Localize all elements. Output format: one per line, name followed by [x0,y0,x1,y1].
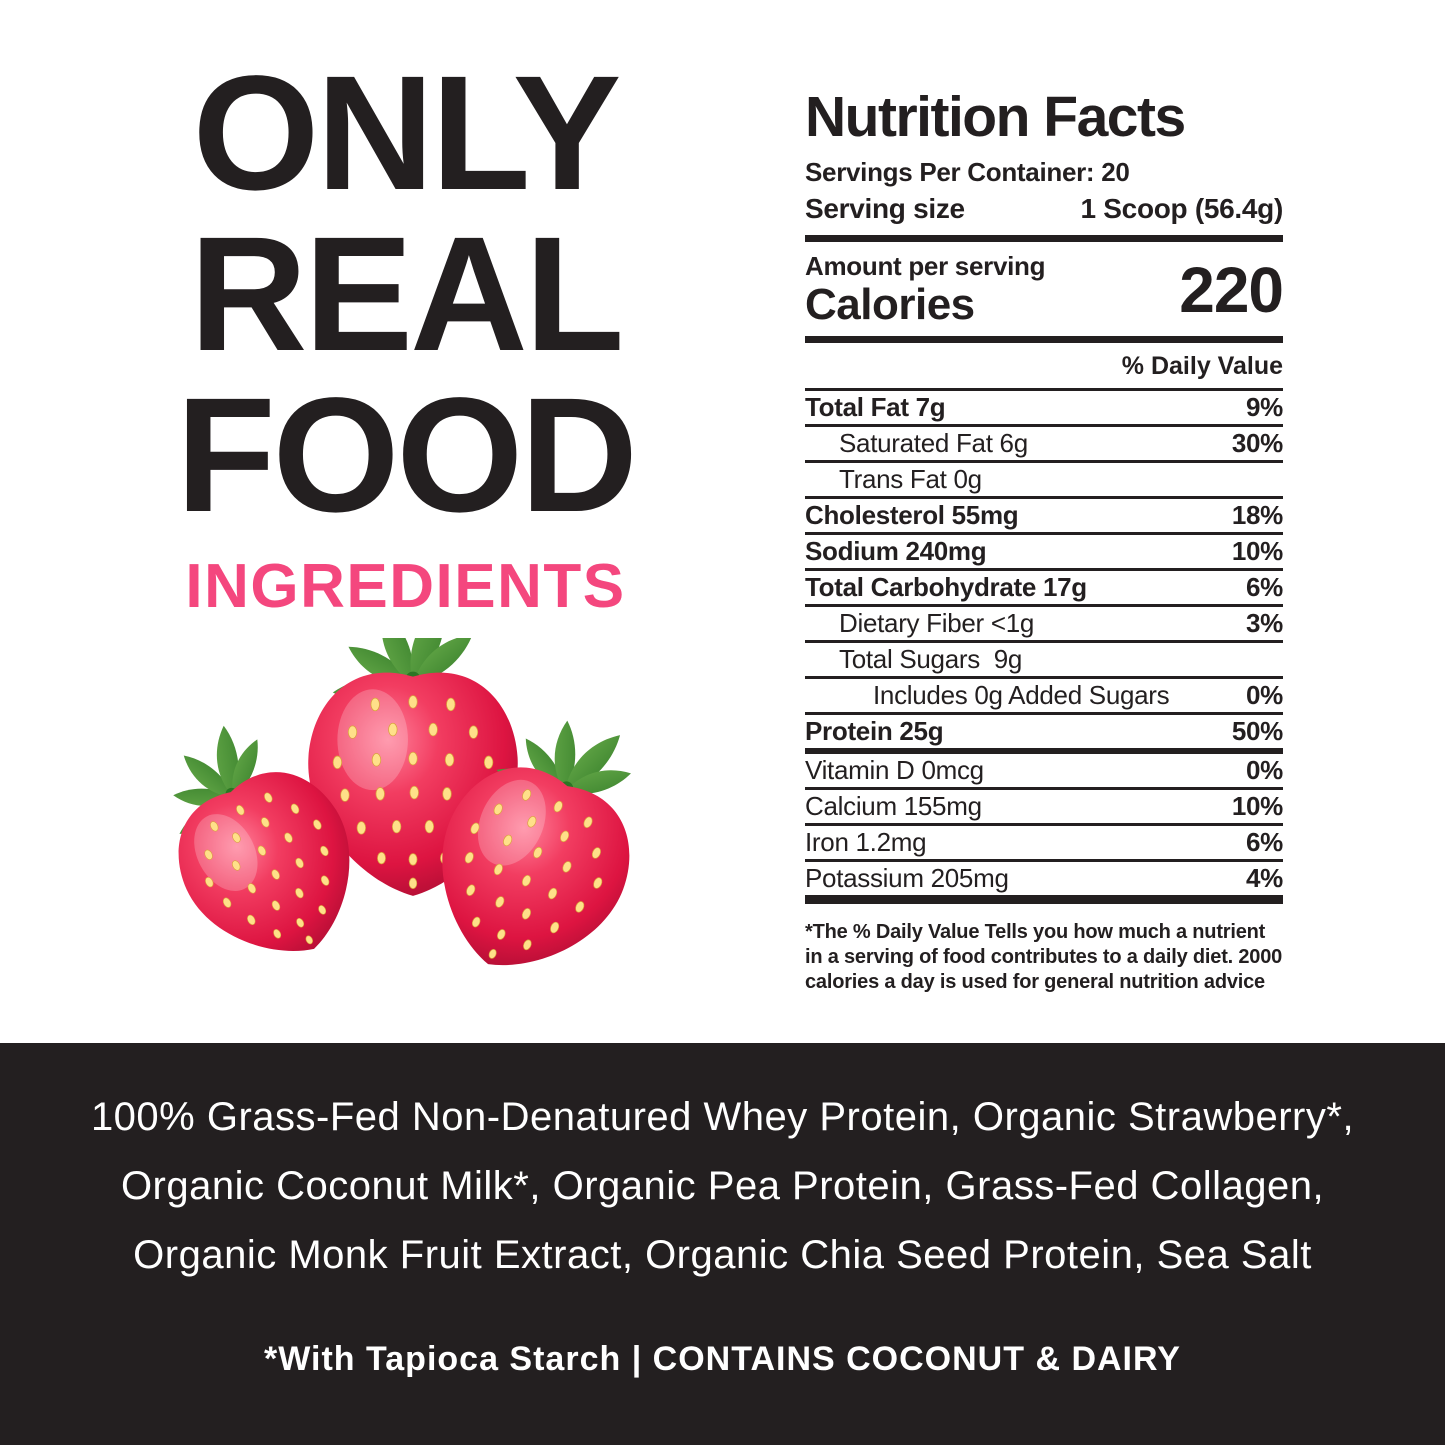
ingredients-line-1: 100% Grass-Fed Non-Denatured Whey Protei… [90,1095,1355,1139]
nutrition-facts-panel: Nutrition Facts Servings Per Container: … [805,85,1284,995]
servings-per-container: Servings Per Container: 20 [805,157,1130,187]
headline-ingredients: INGREDIENTS [185,552,626,621]
allergen-statement: *With Tapioca Starch | CONTAINS COCONUT … [264,1340,1181,1378]
serving-size-row: Serving size 1 Scoop (56.4g) [805,193,1283,242]
nutrition-row-dietary-fiber: Dietary Fiber <1g 3% [805,607,1283,643]
nutrition-row-potassium: Potassium 205mg 4% [805,862,1283,904]
ingredients-line-3: Organic Monk Fruit Extract, Organic Chia… [133,1233,1312,1277]
headline-block: ONLY REAL FOOD INGREDIENTS [118,41,693,622]
nutrition-row-iron: Iron 1.2mg 6% [805,826,1283,862]
nutrition-row-total-sugars: Total Sugars 9g [805,643,1283,679]
nutrition-row-sodium: Sodium 240mg 10% [805,535,1283,571]
nutrition-row-protein: Protein 25g 50% [805,715,1283,754]
ingredients-banner: 100% Grass-Fed Non-Denatured Whey Protei… [0,1043,1445,1445]
ingredients-line-2: Organic Coconut Milk*, Organic Pea Prote… [120,1164,1325,1208]
nutrition-row-added-sugars: Includes 0g Added Sugars 0% [805,679,1283,715]
daily-value-header: % Daily Value [805,343,1283,391]
headline-food: FOOD [176,363,638,546]
headline-only: ONLY [192,41,622,224]
serving-size-label: Serving size [805,193,965,224]
nutrition-title: Nutrition Facts [805,85,1186,149]
calories-block: Amount per serving Calories 220 [805,242,1284,343]
nutrition-row-calcium: Calcium 155mg 10% [805,790,1283,826]
nutrition-row-cholesterol: Cholesterol 55mg 18% [805,499,1283,535]
nutrition-row-trans-fat: Trans Fat 0g [805,463,1283,499]
daily-value-footnote: *The % Daily Value Tells you how much a … [805,921,1283,993]
serving-size-value: 1 Scoop (56.4g) [1080,193,1284,224]
nutrition-row-total-fat: Total Fat 7g 9% [805,391,1283,427]
calories-label: Calories [805,280,975,329]
strawberries-image [148,638,670,1016]
nutrition-row-vitamin-d: Vitamin D 0mcg 0% [805,754,1283,790]
nutrition-row-total-carbohydrate: Total Carbohydrate 17g 6% [805,571,1283,607]
headline-real: REAL [189,202,625,385]
amount-per-serving-label: Amount per serving [805,251,1046,281]
calories-value: 220 [1179,253,1284,326]
nutrition-row-saturated-fat: Saturated Fat 6g 30% [805,427,1283,463]
